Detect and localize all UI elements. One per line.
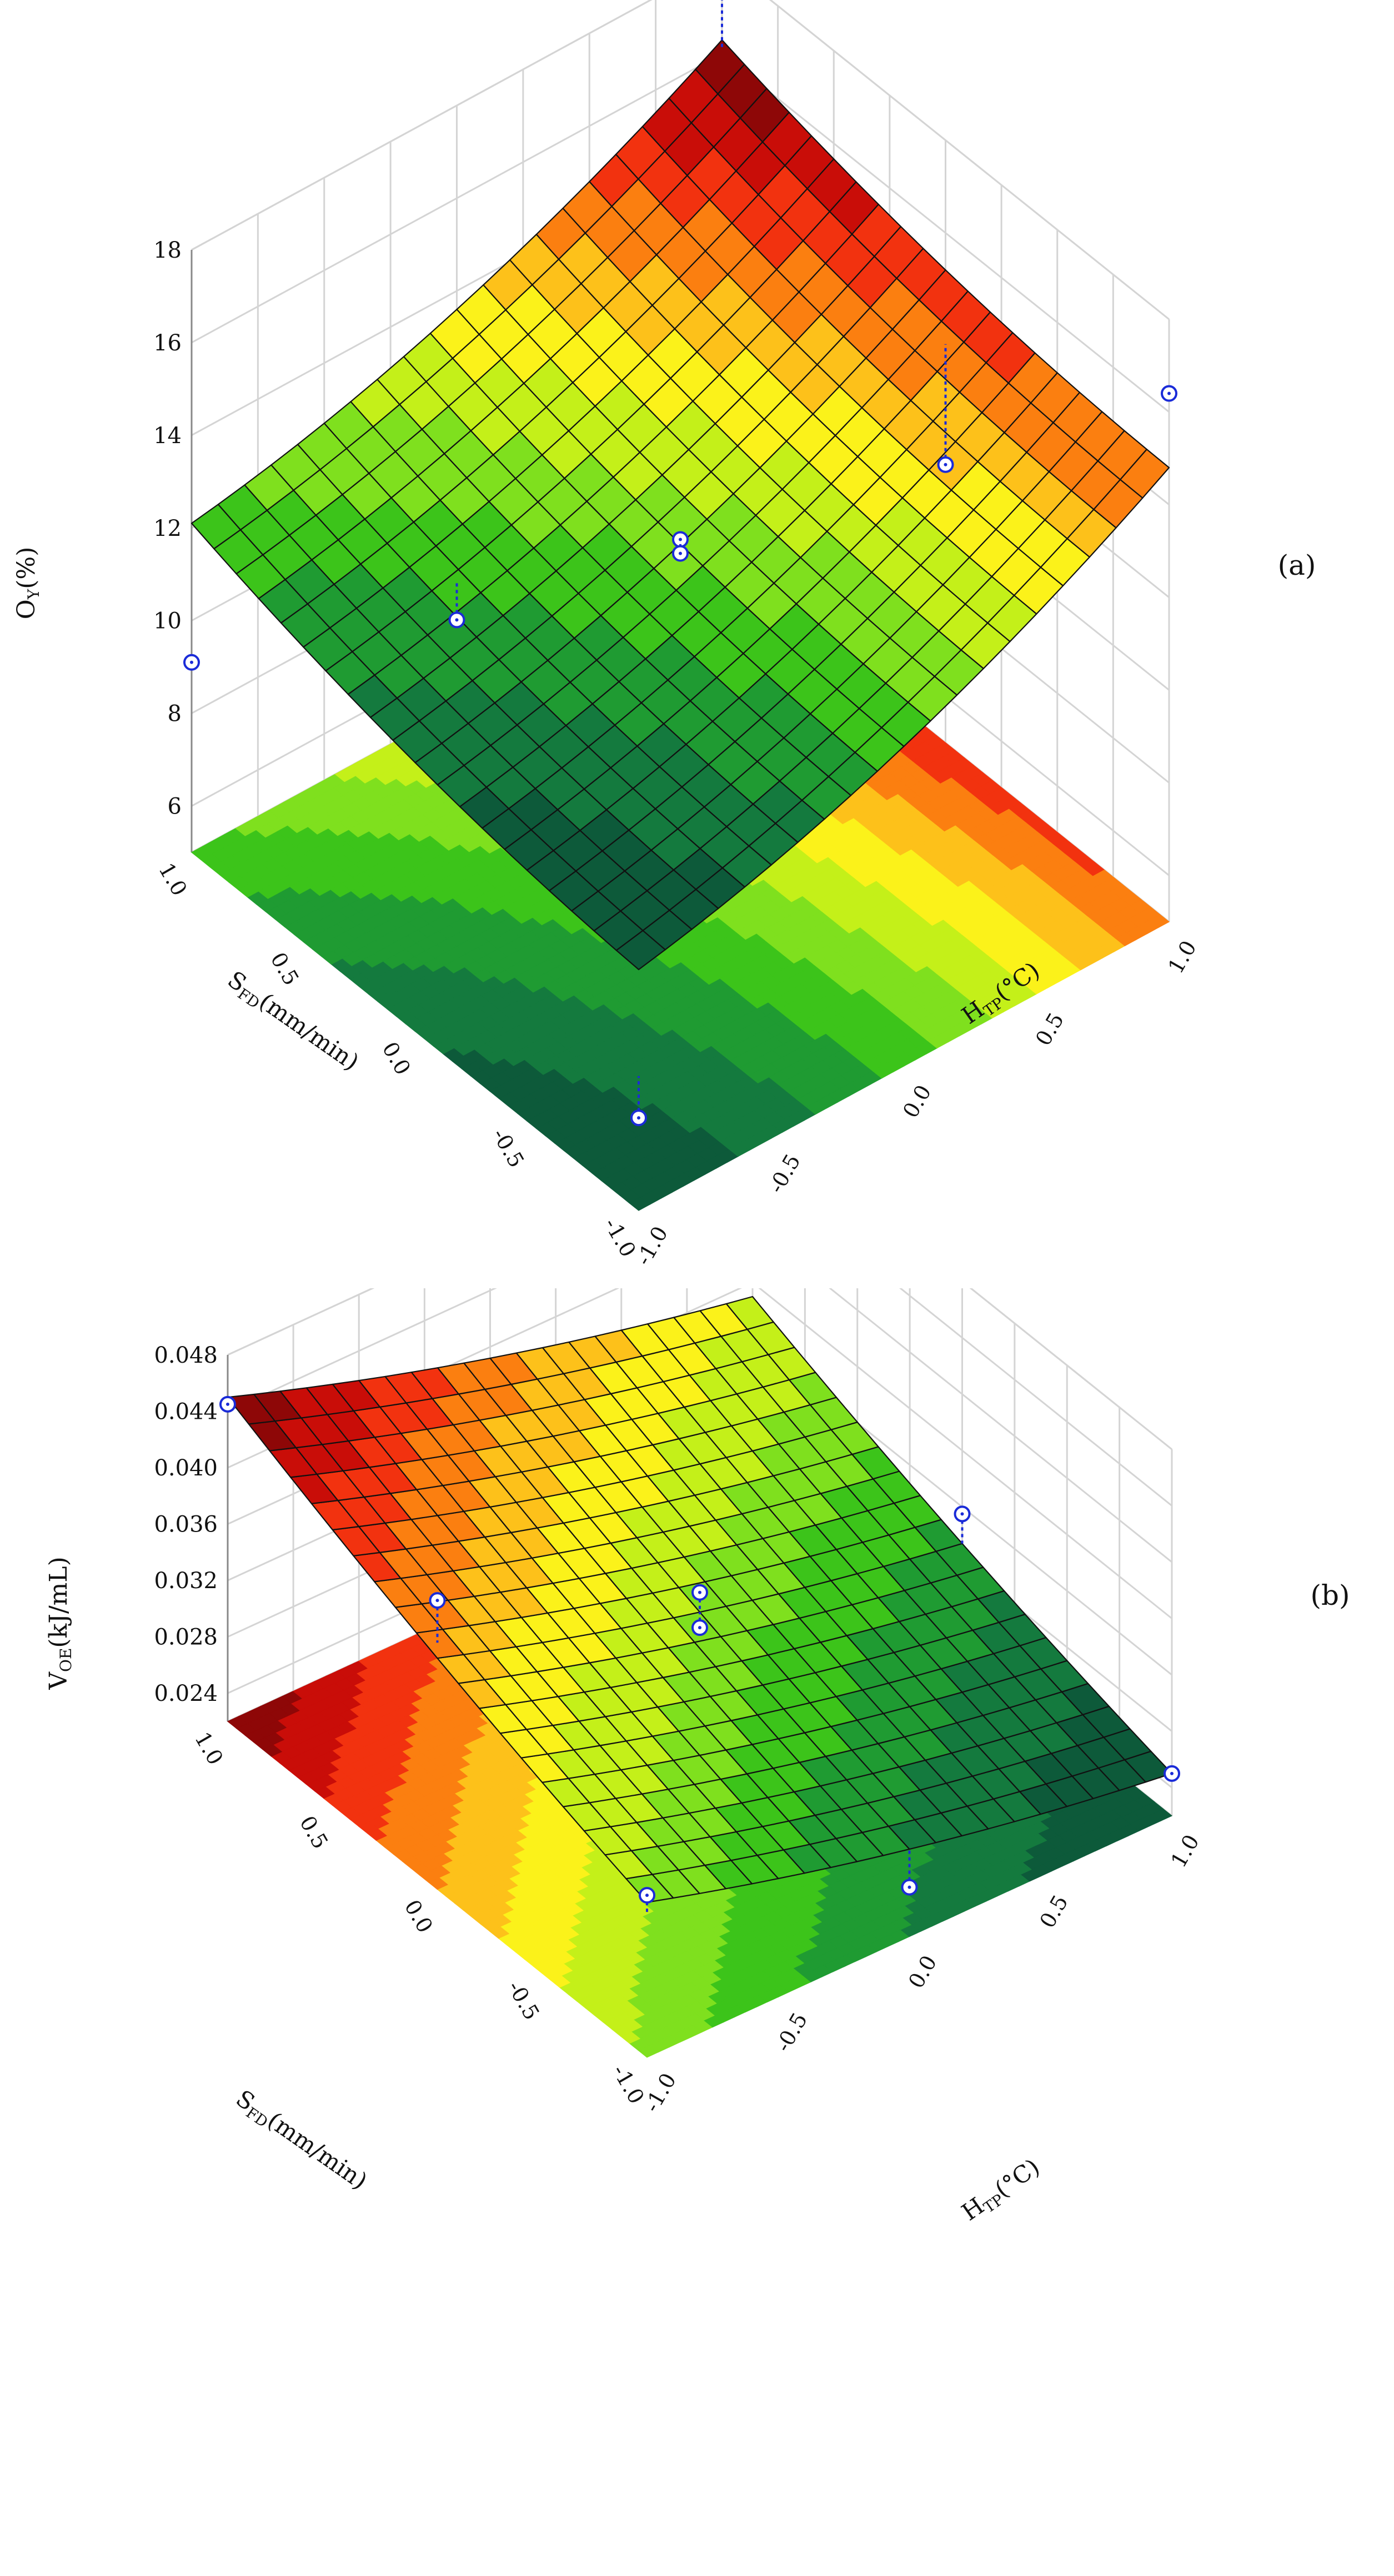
observed-point-center xyxy=(455,618,459,622)
observed-points-a xyxy=(183,0,1177,1127)
z-tick-label: 6 xyxy=(168,794,182,820)
z-axis-unit: (%) xyxy=(12,547,41,589)
y-tick-label: 1.0 xyxy=(154,858,192,900)
y-tick-label: -0.5 xyxy=(488,1124,529,1172)
wall-top-edge xyxy=(227,1288,375,1356)
z-tick-label: 12 xyxy=(153,516,182,541)
wall-top-edge xyxy=(191,0,653,251)
observed-point-center xyxy=(190,660,193,664)
z-tick-label: 8 xyxy=(168,701,182,727)
x-tick-label: 1.0 xyxy=(1164,936,1201,977)
y-axis-unit: (mm/min) xyxy=(254,988,364,1076)
observed-point-center xyxy=(944,463,947,466)
z-tick-label: 16 xyxy=(153,330,182,356)
x-tick-label: 0.0 xyxy=(898,1081,936,1122)
observed-point-center xyxy=(1167,391,1171,395)
panel-label-a: (a) xyxy=(1278,549,1316,581)
x-tick-label: 0.5 xyxy=(1031,1008,1069,1050)
y-tick-label: 0.5 xyxy=(265,948,303,990)
wall-top-edge xyxy=(769,0,1170,320)
z-tick-label: 10 xyxy=(153,609,182,634)
wall-top-edge xyxy=(969,1288,1172,1450)
z-axis-title-a: OY(%) xyxy=(12,547,43,620)
observed-point-center xyxy=(637,1116,640,1120)
response-surface-a xyxy=(190,39,1170,971)
z-tick-label: 18 xyxy=(153,238,182,263)
z-axis-symbol: O xyxy=(12,599,41,619)
observed-point-center xyxy=(679,551,682,555)
z-tick-label: 14 xyxy=(153,423,182,449)
y-tick-label: 0.0 xyxy=(378,1038,415,1079)
surface-plot-a: 681012141618-1.0-0.50.00.51.0-1.0-0.50.0… xyxy=(12,0,1316,1269)
x-tick-label: -0.5 xyxy=(764,1150,805,1197)
z-axis-subscript: Y xyxy=(24,589,43,600)
surface-plot-b: 0.0240.0280.0320.0360.0400.0440.048-1.0-… xyxy=(44,1288,1350,2226)
observed-point-center xyxy=(679,538,682,541)
surface-cell xyxy=(190,504,242,550)
